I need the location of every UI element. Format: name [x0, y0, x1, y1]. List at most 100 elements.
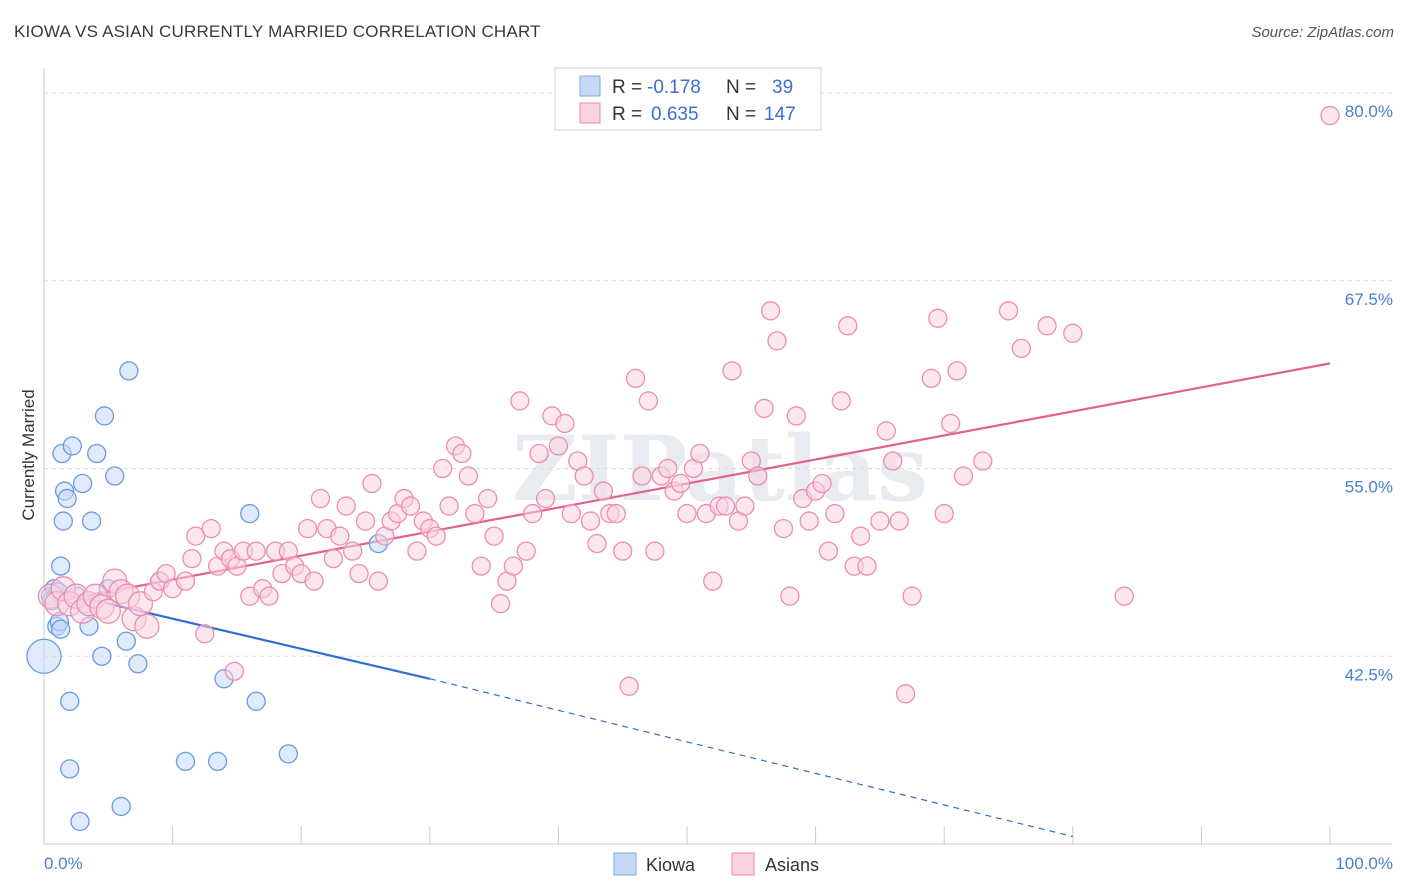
- asians-point: [224, 661, 244, 681]
- asians-point: [182, 548, 202, 569]
- kiowa-trend-extension: [429, 678, 1073, 838]
- asians-point: [895, 684, 916, 704]
- asians-point: [786, 406, 806, 426]
- kiowa-point: [53, 511, 73, 531]
- asians-point: [490, 594, 511, 614]
- y-tick-labels: 42.5% 55.0% 67.5% 80.0%: [1345, 102, 1393, 684]
- asians-point: [471, 556, 491, 576]
- bottom-legend: Kiowa Asians: [613, 852, 819, 876]
- x-tick-label: 0.0%: [44, 854, 83, 873]
- asians-point: [555, 413, 575, 434]
- kiowa-point: [111, 796, 131, 817]
- legend-swatch-kiowa: [579, 75, 601, 97]
- legend-n-label: N =: [726, 77, 756, 98]
- asians-point: [625, 368, 646, 389]
- asians-point: [574, 466, 594, 486]
- y-tick-label: 67.5%: [1345, 290, 1393, 309]
- y-axis-title: Currently Married: [19, 389, 38, 520]
- asians-point: [175, 571, 196, 591]
- asians-point: [870, 511, 890, 531]
- asians-point: [535, 488, 556, 509]
- asians-point: [902, 586, 922, 606]
- asians-point: [677, 503, 697, 524]
- legend-n-value: 39: [772, 77, 793, 98]
- asians-point: [825, 503, 845, 524]
- axes: [43, 68, 1392, 845]
- kiowa-point: [207, 751, 228, 772]
- asians-point: [735, 496, 755, 516]
- kiowa-point: [119, 361, 139, 381]
- kiowa-point: [51, 619, 71, 639]
- y-tick-label: 42.5%: [1345, 665, 1393, 684]
- asians-point: [349, 563, 369, 584]
- kiowa-point: [240, 503, 260, 524]
- kiowa-point: [26, 638, 62, 674]
- asians-point: [921, 368, 941, 389]
- kiowa-point: [87, 443, 107, 464]
- asians-point: [516, 541, 536, 561]
- bottom-legend-kiowa: Kiowa: [646, 855, 696, 875]
- asians-point: [368, 571, 389, 591]
- y-tick-label: 80.0%: [1345, 102, 1393, 121]
- asians-point: [799, 511, 819, 531]
- asians-point: [484, 526, 504, 546]
- asians-point: [523, 503, 543, 524]
- asians-point: [246, 541, 266, 561]
- asians-point: [773, 518, 794, 539]
- asians-point: [722, 361, 742, 381]
- asians-point: [426, 526, 446, 546]
- asians-point: [940, 413, 961, 434]
- asians-point: [355, 511, 376, 531]
- legend-r-value: 0.635: [651, 104, 699, 125]
- asians-point: [195, 624, 215, 644]
- asians-point: [407, 541, 427, 561]
- asians-point: [876, 421, 896, 441]
- asians-point: [638, 391, 659, 411]
- kiowa-point: [72, 473, 93, 494]
- kiowa-point: [57, 488, 77, 509]
- source-label: Source: ZipAtlas.com: [1251, 24, 1394, 41]
- y-tick-label: 55.0%: [1345, 478, 1393, 497]
- kiowa-point: [62, 436, 82, 456]
- asians-point: [632, 466, 652, 486]
- asians-point: [780, 586, 800, 606]
- bottom-legend-swatch-asians: [731, 852, 755, 876]
- asians-point: [362, 473, 382, 494]
- asians-point: [330, 526, 350, 546]
- asians-point: [947, 361, 967, 381]
- kiowa-point: [92, 646, 112, 666]
- kiowa-point: [60, 691, 80, 711]
- asians-point: [433, 458, 453, 479]
- asians-point: [838, 316, 858, 336]
- asians-point: [754, 398, 774, 419]
- asians-point: [510, 391, 530, 411]
- asians-point: [658, 458, 678, 479]
- asians-point: [134, 613, 160, 639]
- asians-point: [928, 308, 948, 328]
- asians-point: [580, 511, 601, 531]
- legend-n-value: 147: [764, 104, 796, 125]
- grid-lines: [44, 92, 1392, 657]
- asians-point: [883, 451, 903, 471]
- data-points: [26, 105, 1340, 832]
- asians-point: [478, 488, 498, 509]
- kiowa-point: [246, 691, 266, 711]
- asians-point: [201, 518, 221, 539]
- kiowa-point: [116, 631, 136, 651]
- kiowa-point: [60, 759, 80, 779]
- kiowa-point: [51, 556, 71, 576]
- asians-point: [690, 443, 710, 464]
- asians-point: [465, 503, 485, 524]
- asians-point: [645, 541, 665, 561]
- kiowa-point: [94, 406, 115, 426]
- asians-point: [1063, 323, 1083, 343]
- legend-r-label: R =: [612, 104, 642, 125]
- asians-point: [1320, 105, 1340, 126]
- asians-point: [1037, 316, 1057, 336]
- chart-title: KIOWA VS ASIAN CURRENTLY MARRIED CORRELA…: [14, 22, 541, 41]
- kiowa-point: [175, 751, 196, 772]
- bottom-legend-asians: Asians: [765, 855, 819, 875]
- asians-point: [812, 473, 832, 494]
- asians-point: [529, 443, 549, 464]
